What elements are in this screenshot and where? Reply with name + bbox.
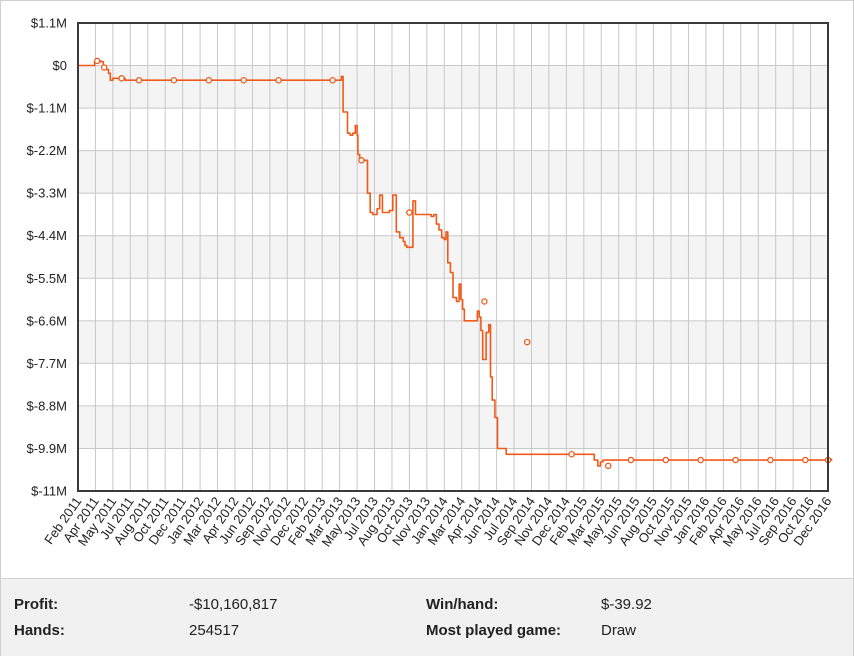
plot-border xyxy=(77,22,829,492)
data-point xyxy=(329,76,336,84)
hands-label: Hands: xyxy=(14,622,65,639)
data-point xyxy=(358,157,365,164)
y-tick-label: $-8.8M xyxy=(27,398,67,413)
data-point xyxy=(406,209,413,216)
data-point xyxy=(802,456,809,464)
data-point xyxy=(118,75,125,82)
y-axis-ticks: $1.1M $0 $-1.1M $-2.2M $-3.3M $-4.4M $-5.5M $-6… xyxy=(27,16,67,499)
data-point xyxy=(275,76,282,84)
y-tick-label: $-11M xyxy=(31,484,67,499)
profit-line xyxy=(78,60,833,467)
y-tick-label: $-1.1M xyxy=(27,101,67,116)
plot-bands xyxy=(78,65,828,449)
y-tick-label: $1.1M xyxy=(31,16,67,31)
most-played-game-label: Most played game: xyxy=(426,622,562,639)
y-tick-label: $-7.7M xyxy=(27,356,67,371)
plot-band xyxy=(78,405,828,449)
y-tick-label: $0 xyxy=(53,58,67,73)
y-tick-label: $-9.9M xyxy=(27,441,67,456)
y-tick-label: $-5.5M xyxy=(27,271,67,286)
data-point xyxy=(767,456,774,464)
data-point xyxy=(135,76,143,84)
profit-value: -$10,160,817 xyxy=(189,596,278,613)
data-point xyxy=(93,57,101,65)
data-point xyxy=(662,456,670,464)
data-point xyxy=(604,462,612,470)
data-point xyxy=(523,338,531,346)
data-point xyxy=(627,456,635,464)
data-point xyxy=(732,456,739,464)
profit-chart: $1.1M $0 $-1.1M $-2.2M $-3.3M $-4.4M $-5.5M $-6… xyxy=(27,16,835,550)
data-markers xyxy=(93,57,832,470)
y-tick-label: $-6.6M xyxy=(27,313,67,328)
y-tick-label: $-3.3M xyxy=(27,186,67,201)
plot-band xyxy=(78,150,828,194)
data-point xyxy=(100,64,108,71)
most-played-game-value: Draw xyxy=(601,622,637,639)
win-per-hand-label: Win/hand: xyxy=(426,596,499,613)
data-point xyxy=(481,298,488,305)
y-tick-label: $-4.4M xyxy=(27,228,67,243)
plot-band xyxy=(78,320,828,364)
plot-band xyxy=(78,65,828,109)
data-point xyxy=(568,451,575,458)
y-tick-label: $-2.2M xyxy=(27,143,67,158)
data-point xyxy=(697,456,704,464)
win-per-hand-value: $-39.92 xyxy=(601,596,652,613)
data-point xyxy=(170,76,178,84)
data-point xyxy=(240,76,247,84)
data-point xyxy=(205,76,213,84)
stats-panel: Profit: -$10,160,817 Hands: 254517 Win/h… xyxy=(1,578,853,656)
hands-value: 254517 xyxy=(189,622,240,639)
plot-band xyxy=(78,235,828,279)
profit-label: Profit: xyxy=(14,596,59,613)
